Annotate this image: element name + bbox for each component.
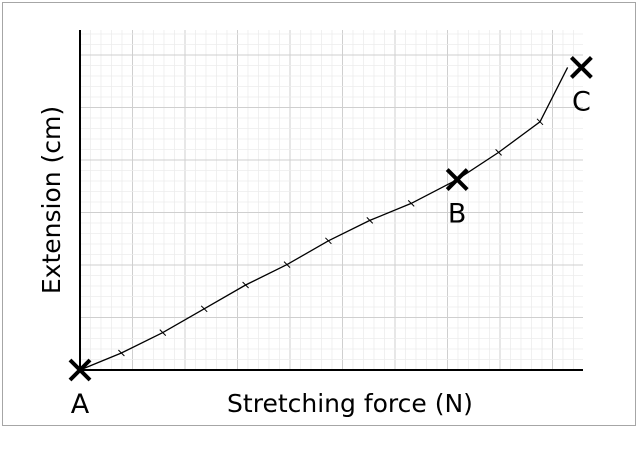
- marker-c-label: C: [572, 86, 591, 117]
- grid: [79, 30, 583, 371]
- data-point-tick: [242, 281, 249, 289]
- marker-a-label: A: [71, 389, 90, 420]
- chart-frame: [2, 2, 636, 426]
- data-point-tick: [366, 217, 374, 224]
- data-point-tick: [407, 200, 415, 207]
- data-point-tick: [118, 349, 125, 357]
- data-point-tick: [495, 149, 502, 156]
- data-point-tick: [536, 118, 544, 126]
- y-axis-label: Extension (cm): [37, 106, 66, 294]
- marker-b-cross: [445, 168, 469, 192]
- data-point-tick: [325, 237, 332, 245]
- data-point-tick: [200, 305, 208, 313]
- point-markers: A B C: [68, 55, 593, 420]
- data-point-tick: [159, 329, 167, 336]
- marker-c-cross: [569, 55, 593, 79]
- data-point-tick: [283, 261, 291, 268]
- marker-b-label: B: [448, 199, 467, 230]
- marker-a-cross: [68, 358, 92, 382]
- x-axis-label: Stretching force (N): [227, 389, 473, 418]
